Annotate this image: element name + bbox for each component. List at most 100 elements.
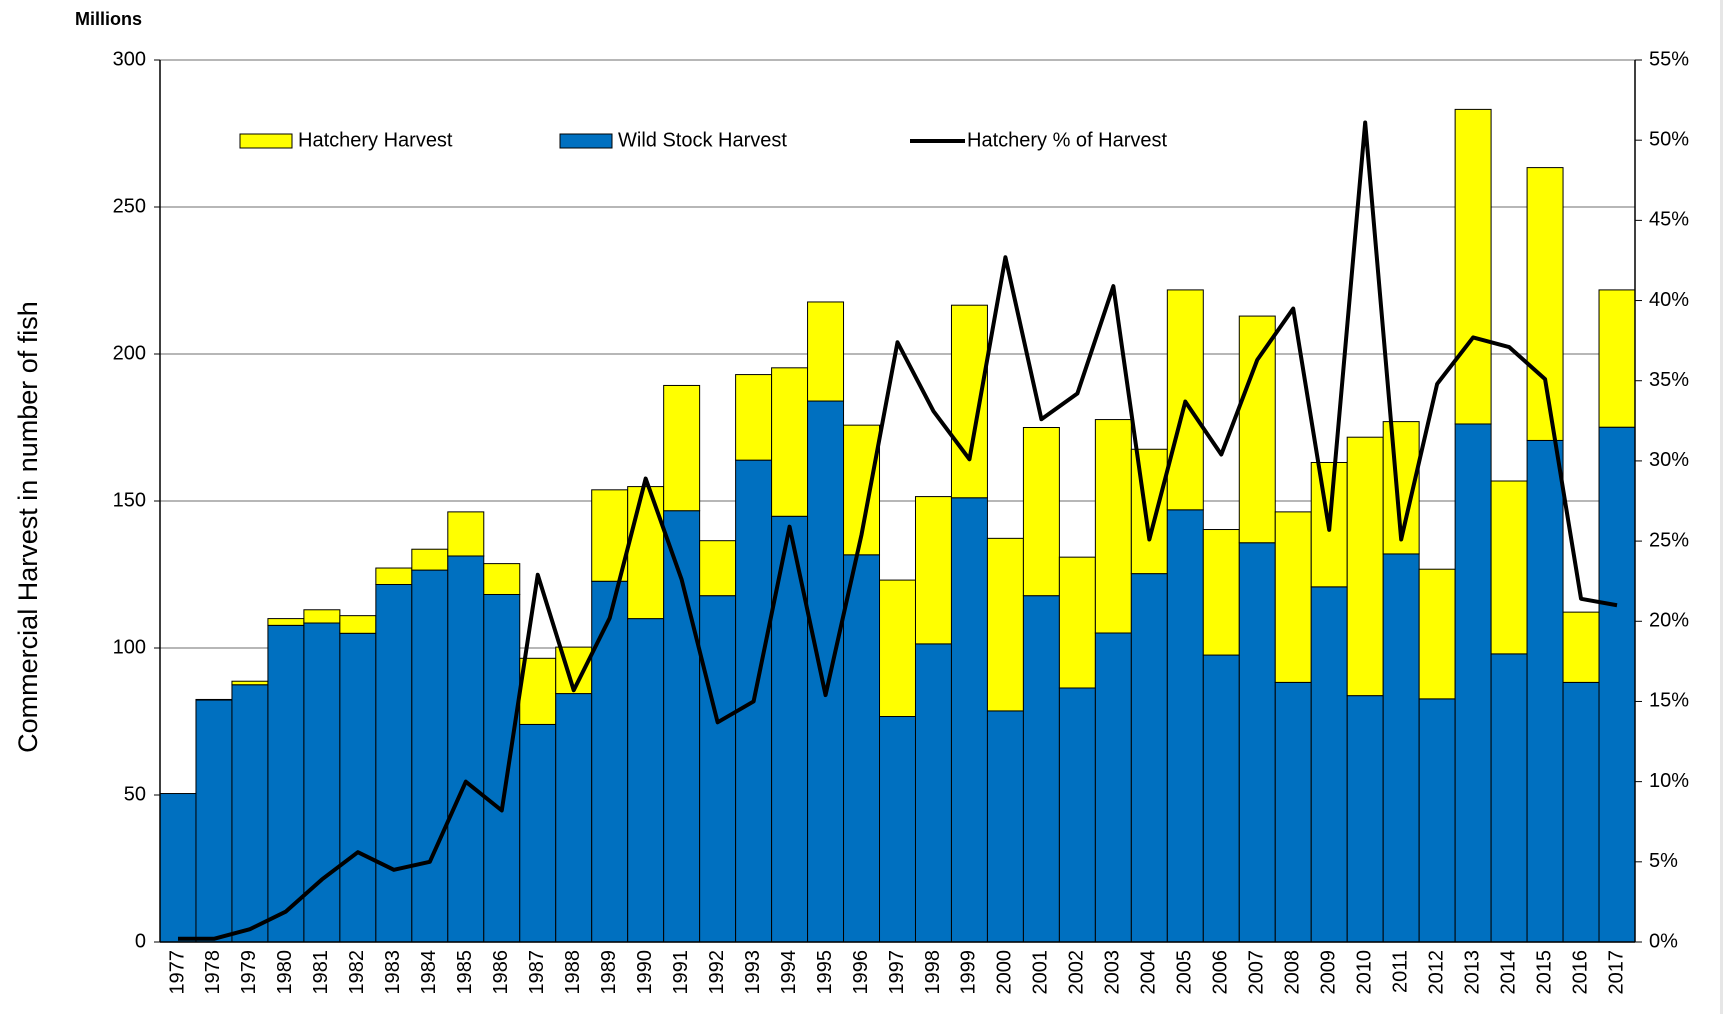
bar [1130, 448, 1168, 575]
bar [1094, 419, 1132, 634]
x-tick-label: 1986 [490, 950, 512, 995]
bar [1346, 436, 1384, 697]
bar [1310, 586, 1348, 943]
bar [699, 540, 737, 597]
bar [411, 548, 449, 571]
bar [914, 643, 952, 943]
bar [1490, 480, 1528, 655]
bar [735, 374, 773, 461]
bar [267, 624, 305, 943]
bar [1490, 653, 1528, 943]
x-tick-label: 2006 [1210, 950, 1232, 995]
bar [807, 301, 845, 402]
x-tick-label: 2015 [1533, 950, 1555, 995]
x-tick-label: 2009 [1317, 950, 1339, 995]
x-tick-label: 2010 [1353, 950, 1375, 995]
bar [627, 486, 665, 620]
bar [950, 497, 988, 943]
legend-label: Wild Stock Harvest [618, 129, 787, 151]
x-tick-label: 1994 [778, 950, 800, 995]
y-tick-label: 250 [113, 195, 146, 217]
bar [483, 593, 521, 943]
x-tick-label: 2002 [1066, 950, 1088, 995]
x-tick-label: 2005 [1174, 950, 1196, 995]
y2-tick-label: 55% [1649, 48, 1689, 70]
x-tick-label: 1980 [274, 950, 296, 995]
bar [231, 680, 269, 686]
bar [303, 609, 341, 624]
bar [1562, 681, 1600, 943]
bar [1202, 654, 1240, 943]
bar [267, 618, 305, 626]
x-tick-label: 1989 [598, 950, 620, 995]
x-tick-label: 1979 [238, 950, 260, 995]
bar [447, 555, 485, 943]
edge-strip [1720, 0, 1723, 1014]
x-tick-label: 2017 [1605, 950, 1627, 995]
bar [519, 723, 557, 943]
x-tick-label: 2014 [1497, 950, 1519, 995]
bar [1526, 439, 1564, 943]
x-tick-label: 1998 [922, 950, 944, 995]
y2-tick-label: 40% [1649, 289, 1689, 311]
bar [1382, 553, 1420, 943]
bar [1346, 695, 1384, 943]
y2-tick-label: 50% [1649, 128, 1689, 150]
bar [1058, 687, 1096, 943]
y2-tick-label: 30% [1649, 449, 1689, 471]
x-tick-label: 2003 [1102, 950, 1124, 995]
x-tick-label: 1981 [310, 950, 332, 995]
x-tick-label: 1992 [706, 950, 728, 995]
bar [1238, 315, 1276, 544]
x-tick-label: 2001 [1030, 950, 1052, 995]
bar [1022, 427, 1060, 597]
legend-swatch [239, 133, 293, 149]
bar [843, 554, 881, 943]
x-tick-label: 1983 [382, 950, 404, 995]
bar [375, 567, 413, 585]
bar [1238, 542, 1276, 943]
bar [1454, 423, 1492, 943]
bar [1598, 426, 1636, 943]
y2-tick-label: 45% [1649, 209, 1689, 231]
bar [591, 580, 629, 943]
x-tick-label: 1982 [346, 950, 368, 995]
bar [663, 384, 701, 512]
bar [1202, 529, 1240, 656]
bar [1526, 167, 1564, 441]
y-tick-label: 200 [113, 342, 146, 364]
bar [1562, 611, 1600, 683]
x-tick-label: 1977 [166, 950, 188, 995]
x-tick-label: 1993 [742, 950, 764, 995]
y2-tick-label: 35% [1649, 369, 1689, 391]
y-axis-title: Commercial Harvest in number of fish [13, 301, 43, 753]
bar [807, 400, 845, 943]
bar [1598, 289, 1636, 428]
bar [1274, 511, 1312, 683]
bar [627, 618, 665, 943]
bar [555, 693, 593, 943]
bar [950, 304, 988, 499]
x-tick-label: 1990 [634, 950, 656, 995]
bar [303, 622, 341, 943]
x-tick-label: 2011 [1389, 950, 1411, 993]
bar [1130, 573, 1168, 943]
y-tick-label: 100 [113, 636, 146, 658]
x-tick-label: 2007 [1246, 950, 1268, 995]
bar [195, 699, 233, 943]
y2-tick-label: 25% [1649, 529, 1689, 551]
legend-swatch [559, 133, 613, 149]
x-tick-label: 1997 [886, 950, 908, 995]
y-tick-label: 0 [135, 930, 146, 952]
legend-box [161, 90, 1634, 200]
y-tick-label: 150 [113, 489, 146, 511]
x-tick-label: 1984 [418, 950, 440, 995]
x-tick-label: 1995 [814, 950, 836, 995]
bar [1094, 632, 1132, 943]
x-tick-label: 1987 [526, 950, 548, 995]
y-unit: Millions [75, 9, 142, 29]
x-tick-label: 2004 [1138, 950, 1160, 995]
bar [519, 657, 557, 725]
bar [375, 583, 413, 943]
